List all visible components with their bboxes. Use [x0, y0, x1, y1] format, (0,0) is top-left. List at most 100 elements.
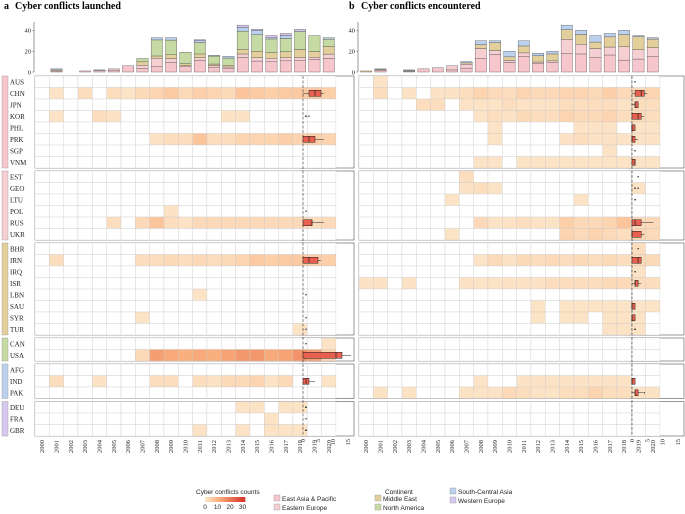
- stack-bar-segment: [360, 70, 373, 73]
- year-tick-label: 2011: [197, 440, 204, 453]
- heat-cell: [387, 144, 403, 157]
- heat-cell: [530, 337, 546, 350]
- legend-gradient-step: [218, 497, 220, 502]
- box-x-tick-label: 15: [675, 439, 682, 446]
- heat-cell: [264, 98, 279, 111]
- heat-cell: [149, 277, 165, 290]
- heat-cell: [192, 98, 208, 111]
- heat-cell: [516, 110, 532, 123]
- legend-gradient-step: [221, 497, 223, 502]
- heat-cell: [430, 363, 446, 376]
- stack-bar-segment: [560, 39, 573, 54]
- heat-cell: [602, 182, 618, 195]
- heat-cell: [92, 170, 107, 183]
- stack-bar-segment: [251, 57, 263, 62]
- heat-cell: [516, 311, 532, 324]
- heat-cell: [34, 412, 50, 425]
- heat-cell: [321, 254, 337, 267]
- country-label: POL: [10, 208, 23, 216]
- stack-bar-segment: [208, 55, 220, 65]
- heat-cell: [516, 277, 532, 290]
- heat-cell: [559, 133, 575, 146]
- heat-cell: [106, 265, 122, 278]
- heat-cell: [416, 193, 431, 206]
- heat-cell: [206, 144, 222, 157]
- heat-cell: [249, 412, 265, 425]
- heat-cell: [573, 337, 589, 350]
- heat-cell: [487, 265, 503, 278]
- heat-cell: [559, 121, 575, 134]
- heat-cell: [34, 242, 50, 255]
- heat-cell: [631, 337, 646, 350]
- heat-cell: [588, 265, 603, 278]
- panel-a-title: Cyber conflicts launched: [15, 1, 121, 12]
- heat-cell: [387, 156, 403, 169]
- heat-cell: [444, 98, 460, 111]
- heat-cell: [430, 228, 446, 241]
- heat-cell: [92, 265, 107, 278]
- stack-bar-segment: [618, 46, 630, 61]
- heat-cell: [358, 288, 374, 301]
- heat-cell: [444, 170, 460, 183]
- heat-cell: [373, 170, 388, 183]
- heat-cell: [516, 156, 532, 169]
- year-tick-label: 2009: [168, 440, 175, 453]
- heat-cell: [307, 98, 322, 111]
- heat-cell: [416, 412, 431, 425]
- heat-cell: [278, 363, 294, 376]
- heat-cell: [573, 401, 589, 414]
- heat-cell: [321, 98, 337, 111]
- legend-continent-label: South-Central Asia: [458, 489, 513, 496]
- heat-cell: [235, 216, 251, 229]
- stack-bar-segment: [603, 33, 616, 38]
- heat-cell: [502, 242, 517, 255]
- heat-cell: [206, 182, 222, 195]
- heat-cell: [516, 216, 532, 229]
- heat-cell: [92, 323, 107, 336]
- heat-cell: [106, 75, 122, 88]
- heat-cell: [502, 133, 517, 146]
- stack-bar-segment: [279, 57, 292, 62]
- heat-cell: [588, 110, 603, 123]
- heat-cell: [206, 401, 222, 414]
- heat-cell: [34, 121, 50, 134]
- heat-cell: [135, 412, 150, 425]
- heat-cell: [235, 386, 251, 399]
- heat-cell: [235, 144, 251, 157]
- heat-cell: [616, 121, 632, 134]
- stack-bar-segment: [460, 62, 473, 65]
- heat-cell: [149, 205, 165, 218]
- heat-cell: [120, 401, 136, 414]
- heat-cell: [135, 323, 150, 336]
- heat-cell: [373, 254, 388, 267]
- heat-cell: [588, 193, 603, 206]
- heat-cell: [559, 242, 575, 255]
- heat-cell: [588, 323, 603, 336]
- heat-cell: [106, 110, 122, 123]
- stack-bar-segment: [603, 36, 616, 48]
- box-x-tick-label: 15: [345, 439, 352, 446]
- year-tick-label: 2009: [492, 440, 499, 453]
- heat-cell: [307, 205, 322, 218]
- heat-cell: [430, 265, 446, 278]
- heat-cell: [321, 424, 337, 437]
- heat-cell: [430, 401, 446, 414]
- heat-cell: [292, 98, 308, 111]
- year-tick-label: 2017: [607, 439, 614, 453]
- heat-cell: [77, 110, 93, 123]
- stack-bar-segment: [560, 24, 573, 30]
- stack-bar-segment: [322, 38, 335, 47]
- heat-cell: [401, 401, 417, 414]
- heat-cell: [49, 144, 64, 157]
- legend-continent-label: Eastern Europe: [282, 505, 328, 512]
- heat-cell: [602, 144, 618, 157]
- stack-bar-segment: [474, 44, 487, 49]
- heat-cell: [149, 98, 165, 111]
- heat-cell: [206, 228, 222, 241]
- heat-cell: [416, 288, 431, 301]
- heat-cell: [459, 121, 474, 134]
- heat-cell: [77, 170, 93, 183]
- heat-cell: [34, 265, 50, 278]
- legend-gradient-step: [217, 497, 219, 502]
- heat-cell: [459, 265, 474, 278]
